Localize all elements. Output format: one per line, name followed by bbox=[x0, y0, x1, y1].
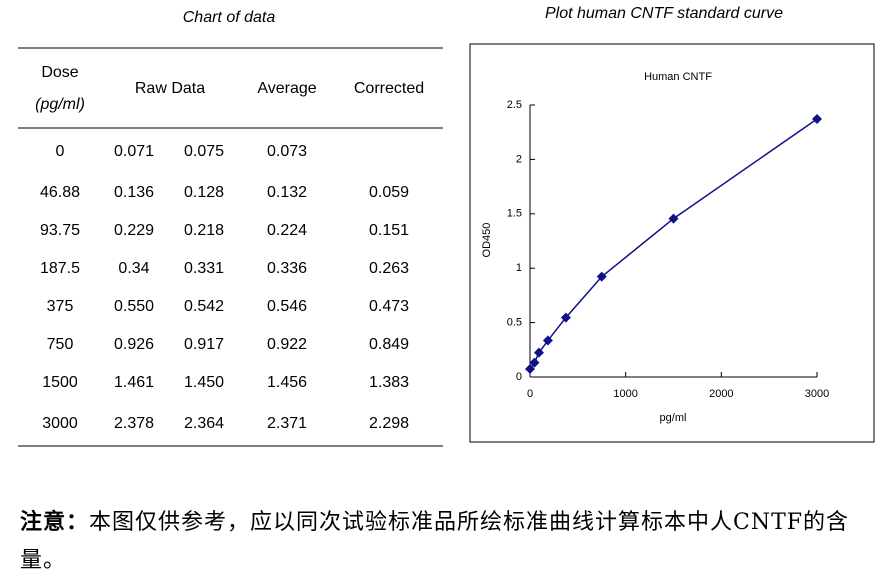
cell: 0.151 bbox=[369, 222, 409, 239]
cell: 1.461 bbox=[114, 374, 154, 391]
cell: 0.926 bbox=[114, 336, 154, 353]
cell: 0.336 bbox=[267, 260, 307, 277]
header: Raw Data bbox=[135, 80, 205, 97]
x-tick-label: 2000 bbox=[709, 388, 733, 400]
x-axis-label: pg/ml bbox=[660, 412, 687, 424]
header: Average bbox=[257, 80, 316, 97]
y-tick-label: 0.5 bbox=[507, 317, 522, 329]
cell: 2.371 bbox=[267, 415, 307, 432]
cell: 0.263 bbox=[369, 260, 409, 277]
cell: 0.34 bbox=[118, 260, 149, 277]
marker bbox=[529, 357, 540, 368]
marker bbox=[525, 364, 535, 375]
cell: 750 bbox=[47, 336, 74, 353]
chart-title: Human CNTF bbox=[644, 71, 712, 83]
cell: 0.229 bbox=[114, 222, 154, 239]
marker bbox=[668, 213, 679, 224]
cell: 1500 bbox=[42, 374, 78, 391]
cell: 0.917 bbox=[184, 336, 224, 353]
cell: 2.364 bbox=[184, 415, 224, 432]
header: Corrected bbox=[354, 80, 424, 97]
cell: 1.456 bbox=[267, 374, 307, 391]
cell: 2.298 bbox=[369, 415, 409, 432]
y-tick-label: 2 bbox=[516, 153, 522, 165]
y-tick-label: 1 bbox=[516, 262, 522, 274]
series-line bbox=[529, 118, 818, 370]
cell: 0.922 bbox=[267, 336, 307, 353]
figure: Chart of data Dose (pg/ml) Raw Data Aver… bbox=[18, 5, 875, 447]
cell: 0.550 bbox=[114, 298, 154, 315]
x-tick-label: 1000 bbox=[613, 388, 637, 400]
note-label: 注意： bbox=[20, 509, 90, 535]
marker bbox=[560, 312, 571, 323]
cell: 0.473 bbox=[369, 298, 409, 315]
header: Dose bbox=[41, 64, 78, 81]
cell: 0.224 bbox=[267, 222, 307, 239]
cell: 0.075 bbox=[184, 143, 224, 160]
note: 注意：本图仅供参考，应以同次试验标准品所绘标准曲线计算标本中人CNTF的含量。 bbox=[20, 503, 870, 580]
x-tick-label: 3000 bbox=[805, 388, 829, 400]
y-axis-label: OD450 bbox=[481, 223, 493, 258]
cell: 0.218 bbox=[184, 222, 224, 239]
chart-frame bbox=[469, 43, 875, 443]
cell: 0.073 bbox=[267, 143, 307, 160]
table-title: Chart of data bbox=[183, 9, 276, 26]
plot: 0 0.5 1 1.5 2 2.5 0 1000 2000 3000 bbox=[507, 99, 830, 400]
cell: 0.546 bbox=[267, 298, 307, 315]
cell: 0.132 bbox=[267, 184, 307, 201]
cell: 0.136 bbox=[114, 184, 154, 201]
cell: 0.542 bbox=[184, 298, 224, 315]
cell: 0.331 bbox=[184, 260, 224, 277]
marker bbox=[542, 335, 553, 346]
cell: 187.5 bbox=[40, 260, 80, 277]
header: (pg/ml) bbox=[35, 96, 85, 113]
x-tick-label: 0 bbox=[527, 388, 533, 400]
y-tick-label: 2.5 bbox=[507, 99, 522, 111]
cell: 2.378 bbox=[114, 415, 154, 432]
cell: 93.75 bbox=[40, 222, 80, 239]
table-body: 0 0.071 0.075 0.073 46.88 0.136 0.128 0.132 0.05… bbox=[40, 143, 409, 432]
note-text: 本图仅供参考，应以同次试验标准品所绘标准曲线计算标本中人CNTF的含量。 bbox=[20, 510, 850, 573]
cell: 0.059 bbox=[369, 184, 409, 201]
marker bbox=[812, 114, 822, 125]
marker bbox=[533, 347, 544, 358]
cell: 0 bbox=[56, 143, 65, 160]
cell: 1.383 bbox=[369, 374, 409, 391]
cell: 46.88 bbox=[40, 184, 80, 201]
y-tick-label: 0 bbox=[516, 371, 522, 383]
y-tick-label: 1.5 bbox=[507, 208, 522, 220]
cell: 0.128 bbox=[184, 184, 224, 201]
chart-heading: Plot human CNTF standard curve bbox=[545, 5, 783, 22]
cell: 1.450 bbox=[184, 374, 224, 391]
marker bbox=[596, 271, 607, 282]
cell: 0.849 bbox=[369, 336, 409, 353]
cell: 0.071 bbox=[114, 143, 154, 160]
cell: 375 bbox=[47, 298, 74, 315]
cell: 3000 bbox=[42, 415, 78, 432]
